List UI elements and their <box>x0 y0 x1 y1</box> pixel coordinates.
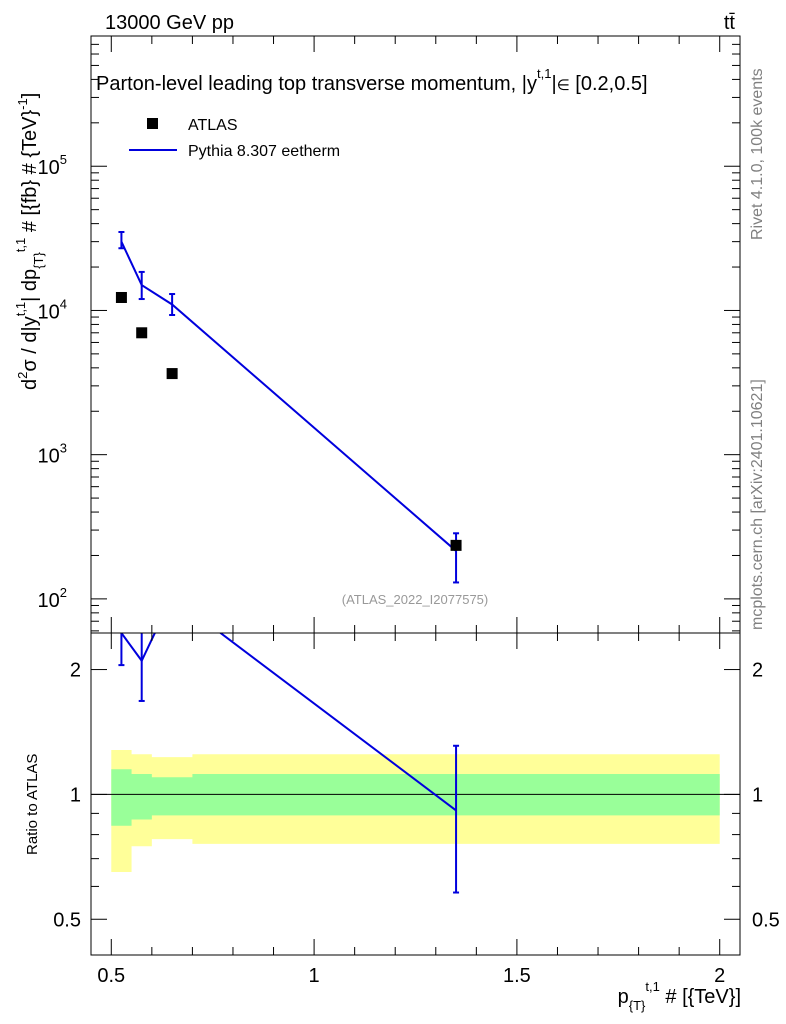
ratio-y-tick-label-right: 2 <box>752 660 763 682</box>
analysis-watermark: (ATLAS_2022_I2077575) <box>342 592 488 607</box>
main-x-ticks <box>110 36 721 633</box>
main-y-tick-label: 102 <box>38 585 67 612</box>
ratio-y-tick-label: 0.5 <box>53 909 81 931</box>
ratio-x-ticks: 0.5 1 1.5 2 <box>97 633 725 987</box>
x-axis-label: p{T}t,1 # [{TeV}] <box>618 979 741 1013</box>
mcplots-label: mcplots.cern.ch [arXiv:2401.10621] <box>749 379 766 630</box>
main-series <box>115 230 462 584</box>
main-y-axis-label: d2σ / d|yt,1| dp{T}t,1 # [{fb} # {TeV}-1… <box>13 93 46 390</box>
main-y-tick-exponent: 5 <box>60 152 67 167</box>
atlas-point <box>166 368 178 380</box>
atlas-point <box>450 539 462 551</box>
main-y-tick-exponent: 3 <box>60 441 67 456</box>
legend-pythia-label: Pythia 8.307 eetherm <box>188 143 340 160</box>
x-tick-label: 1.5 <box>503 965 531 987</box>
energy-label: 13000 GeV pp <box>105 12 234 34</box>
ratio-uncertainty-bands <box>91 749 740 872</box>
legend-atlas-marker <box>147 118 158 129</box>
x-tick-label: 1 <box>309 965 320 987</box>
atlas-point <box>115 291 127 303</box>
ratio-y-tick-label: 2 <box>70 660 81 682</box>
ratio-y-ticks: 0.5 0.5 1 1 2 2 <box>53 660 780 932</box>
atlas-point <box>136 327 148 339</box>
main-y-tick-exponent: 2 <box>60 585 67 600</box>
ratio-y-axis-label: Ratio to ATLAS <box>24 754 41 855</box>
main-y-tick-exponent: 4 <box>60 296 67 311</box>
ratio-y-tick-label-right: 0.5 <box>752 909 780 931</box>
x-tick-label: 2 <box>714 965 725 987</box>
ratio-green-band <box>111 769 720 826</box>
process-label: tt̄ <box>724 12 736 34</box>
legend: ATLAS Pythia 8.307 eetherm <box>129 117 340 160</box>
main-title: Parton-level leading top transverse mome… <box>96 66 648 95</box>
main-y-tick-label: 103 <box>38 441 67 468</box>
main-y-ticks: 102 103 104 105 <box>38 35 740 632</box>
pythia-line <box>120 241 457 552</box>
x-tick-label: 0.5 <box>97 965 125 987</box>
rivet-version-label: Rivet 4.1.0, 100k events <box>749 68 766 240</box>
ratio-series <box>118 633 460 894</box>
legend-atlas-label: ATLAS <box>188 117 238 134</box>
main-y-tick-label: 104 <box>38 296 67 323</box>
ratio-pythia-line <box>120 633 457 812</box>
main-y-tick-label: 105 <box>38 152 67 179</box>
ratio-y-tick-label-right: 1 <box>752 784 763 806</box>
ratio-y-tick-label: 1 <box>70 784 81 806</box>
